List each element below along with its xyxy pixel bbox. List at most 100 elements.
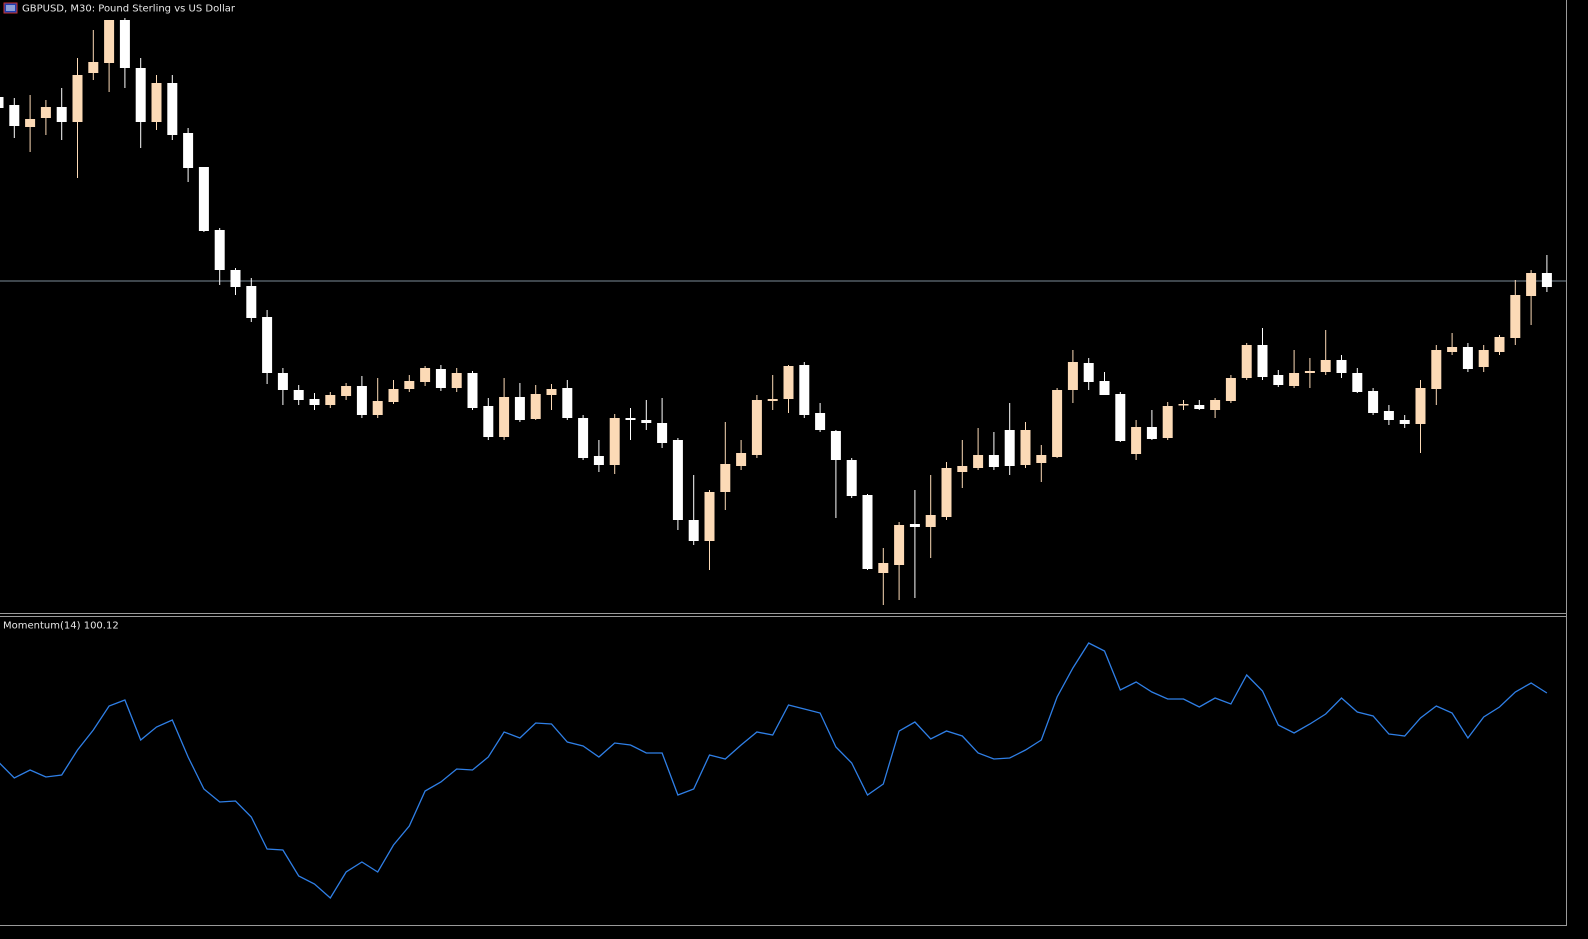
candle-body bbox=[1541, 273, 1552, 287]
candle-body bbox=[246, 286, 257, 318]
candle-body bbox=[1431, 350, 1442, 389]
candle-body bbox=[1194, 405, 1205, 409]
candle-body bbox=[435, 369, 446, 388]
candle-body bbox=[815, 413, 826, 430]
candle-body bbox=[1273, 375, 1284, 385]
candle-body bbox=[420, 368, 431, 382]
candle-body bbox=[767, 399, 778, 401]
candle-body bbox=[862, 495, 873, 569]
candle-body bbox=[451, 373, 462, 388]
candle-body bbox=[151, 83, 162, 122]
candle-body bbox=[1036, 455, 1047, 463]
candle-body bbox=[0, 97, 4, 108]
symbol-icon bbox=[3, 2, 18, 14]
indicator-value: 100.12 bbox=[84, 621, 119, 632]
candle-body bbox=[799, 365, 810, 415]
candle-body bbox=[1478, 350, 1489, 367]
candle-body bbox=[1336, 360, 1347, 373]
candle-body bbox=[688, 520, 699, 541]
candle-body bbox=[878, 563, 889, 573]
candle-body bbox=[1352, 373, 1363, 392]
candle-body bbox=[973, 455, 984, 468]
candle-body bbox=[1447, 347, 1458, 352]
candle-body bbox=[1399, 420, 1410, 424]
candle-body bbox=[894, 525, 905, 565]
candle-body bbox=[40, 107, 51, 118]
candle-body bbox=[1462, 347, 1473, 369]
candle-body bbox=[404, 381, 415, 389]
candle-body bbox=[88, 62, 99, 73]
candle-body bbox=[783, 366, 794, 399]
candle-body bbox=[909, 524, 920, 527]
candle-body bbox=[957, 466, 968, 472]
chart-title: GBPUSD, M30: Pound Sterling vs US Dollar bbox=[22, 4, 236, 15]
candle-body bbox=[499, 397, 510, 437]
candle-body bbox=[546, 389, 557, 395]
candle-body bbox=[625, 418, 636, 420]
indicator-name: Momentum(14) bbox=[3, 621, 81, 632]
candle-body bbox=[1099, 381, 1110, 395]
candle-body bbox=[467, 373, 478, 408]
candle-body bbox=[1320, 360, 1331, 372]
indicator-label: Momentum(14) 100.12 bbox=[3, 621, 119, 632]
candle-body bbox=[988, 455, 999, 467]
candle-body bbox=[356, 386, 367, 415]
candle-body bbox=[198, 167, 209, 231]
candle-body bbox=[1526, 273, 1537, 296]
candle-body bbox=[751, 400, 762, 455]
candle-body bbox=[1368, 391, 1379, 413]
candle-body bbox=[830, 431, 841, 460]
candle-body bbox=[372, 401, 383, 415]
candle-body bbox=[578, 418, 589, 458]
candle-body bbox=[1146, 427, 1157, 439]
candle-body bbox=[672, 440, 683, 520]
candle-body bbox=[325, 395, 336, 405]
candle-body bbox=[104, 20, 115, 63]
candle-body bbox=[593, 456, 604, 465]
candle-body bbox=[388, 389, 399, 402]
candle-body bbox=[1494, 337, 1505, 352]
candle-body bbox=[1020, 430, 1031, 465]
candle-body bbox=[1257, 345, 1268, 377]
candle-body bbox=[1004, 430, 1015, 466]
candle-body bbox=[1052, 390, 1063, 457]
candle-body bbox=[530, 394, 541, 419]
candle-body bbox=[167, 83, 178, 135]
candle-body bbox=[720, 464, 731, 492]
candle-body bbox=[846, 460, 857, 496]
candle-body bbox=[704, 492, 715, 541]
candle-body bbox=[230, 270, 241, 287]
candle-body bbox=[1131, 427, 1142, 454]
candle-body bbox=[183, 133, 194, 168]
candle-body bbox=[1210, 400, 1221, 410]
candle-body bbox=[25, 119, 36, 127]
candle-body bbox=[214, 230, 225, 270]
candle-body bbox=[1510, 295, 1521, 338]
candle-body bbox=[1115, 394, 1126, 441]
candle-body bbox=[56, 107, 67, 122]
candle-body bbox=[1304, 371, 1315, 373]
candle-body bbox=[293, 390, 304, 400]
candle-body bbox=[341, 386, 352, 396]
candle-body bbox=[941, 468, 952, 517]
candle-body bbox=[262, 317, 273, 373]
candle-body bbox=[1383, 411, 1394, 420]
candle-body bbox=[641, 420, 652, 423]
candle-body bbox=[9, 105, 20, 126]
candle-body bbox=[1067, 362, 1078, 390]
candle-body bbox=[1241, 345, 1252, 378]
candle-body bbox=[119, 20, 130, 68]
candle-body bbox=[562, 388, 573, 418]
candle-body bbox=[277, 373, 288, 390]
candle-body bbox=[1083, 363, 1094, 382]
candle-body bbox=[609, 418, 620, 465]
candle-body bbox=[135, 68, 146, 122]
candle-body bbox=[1415, 388, 1426, 424]
candle-body bbox=[1289, 373, 1300, 386]
candle-body bbox=[72, 75, 83, 122]
candle-body bbox=[1178, 404, 1189, 406]
candle-body bbox=[309, 399, 320, 405]
candle-body bbox=[736, 453, 747, 466]
